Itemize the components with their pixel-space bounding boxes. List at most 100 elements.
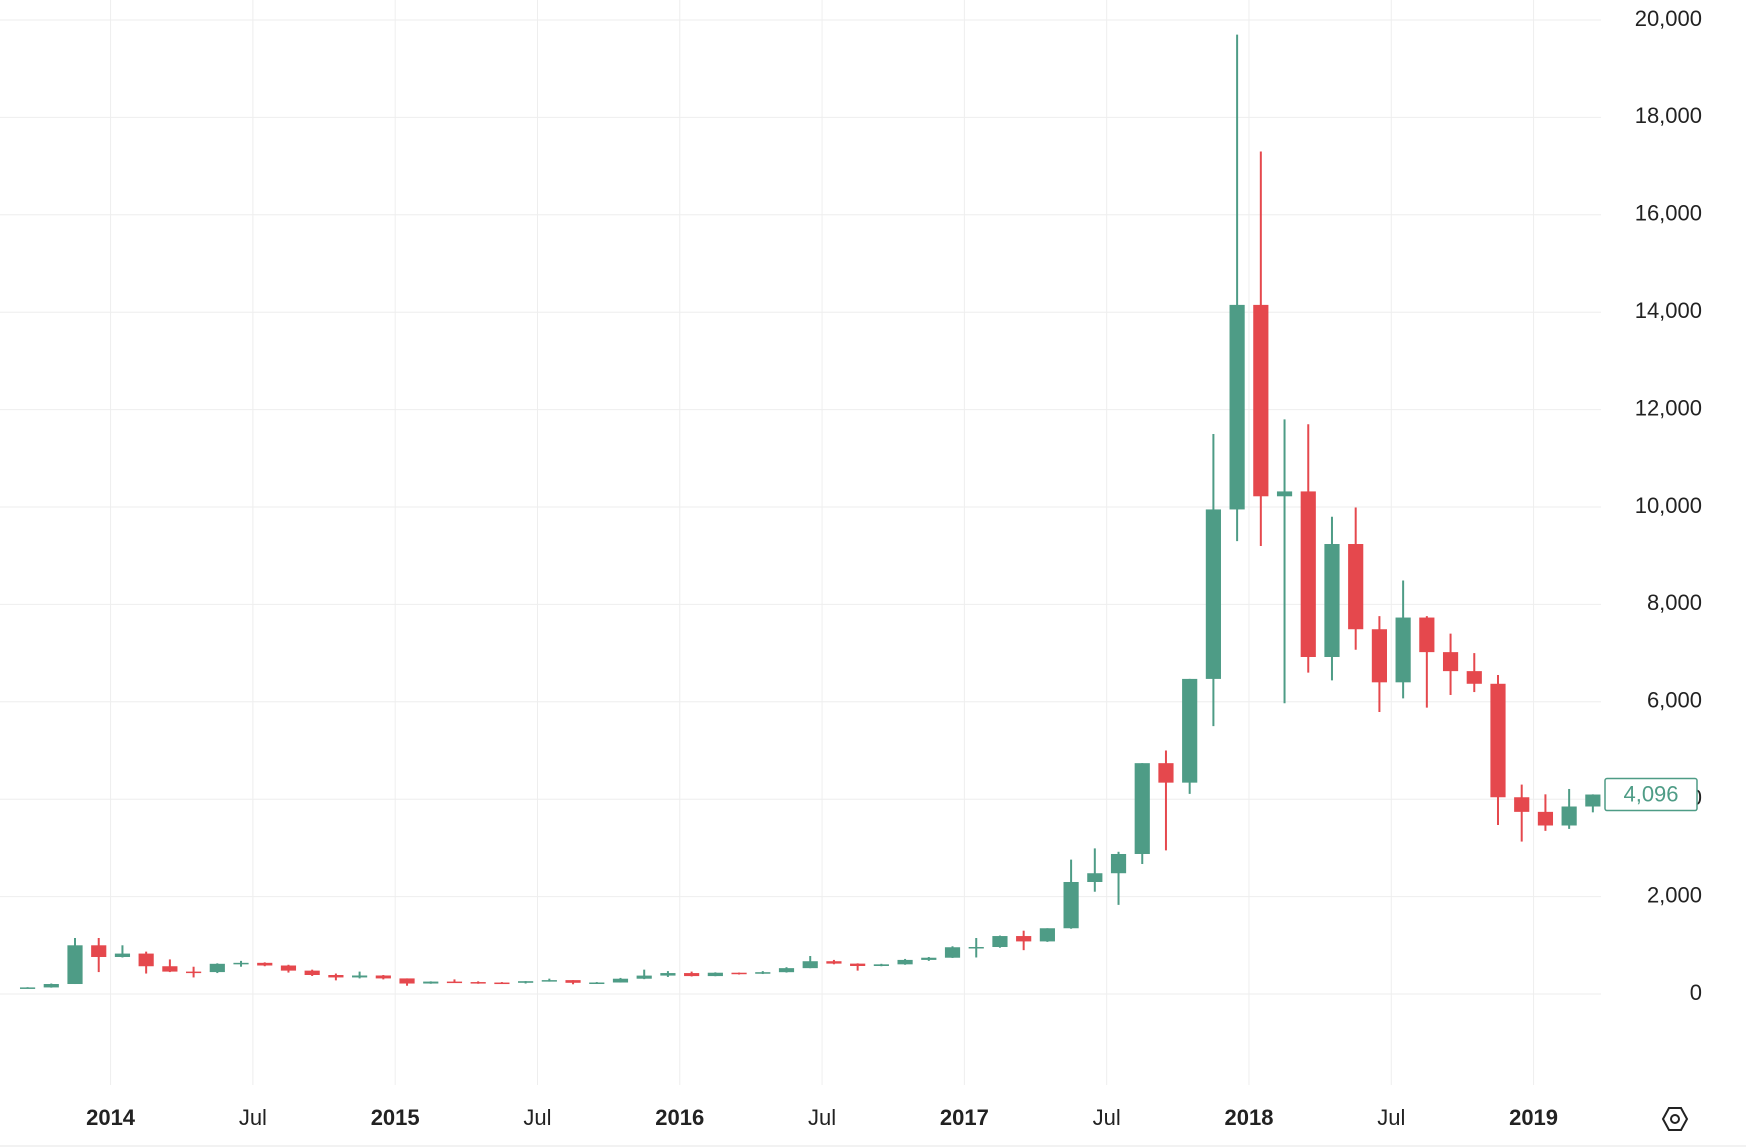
candle-body <box>446 981 463 984</box>
candle-body <box>186 971 202 974</box>
candle <box>778 967 795 973</box>
x-tick-label: Jul <box>808 1105 836 1130</box>
candle <box>1063 859 1079 929</box>
candle-body <box>1561 806 1577 826</box>
candle <box>1561 788 1577 829</box>
candle-body <box>257 962 273 966</box>
candle-body <box>541 980 557 982</box>
candle <box>1300 424 1316 673</box>
candle-body <box>968 947 984 949</box>
candle-body <box>1205 509 1221 679</box>
candle <box>1537 794 1554 831</box>
candle <box>589 982 605 985</box>
candle <box>1276 419 1293 704</box>
candle <box>921 956 937 961</box>
candle <box>968 937 984 958</box>
candle <box>707 972 723 977</box>
candle <box>897 958 913 965</box>
x-tick-label: Jul <box>1093 1105 1121 1130</box>
candle-body <box>826 961 842 964</box>
candle-body <box>399 978 415 984</box>
last-price-label: 4,096 <box>1623 781 1678 806</box>
candle <box>1419 616 1435 708</box>
candle-body <box>1158 763 1174 783</box>
candle-body <box>423 981 439 984</box>
candle-body <box>1087 873 1103 882</box>
candle <box>1253 151 1269 546</box>
candle-body <box>470 982 486 984</box>
candle-body <box>1134 763 1150 854</box>
settings-hexagon[interactable] <box>1661 1107 1689 1131</box>
candle <box>1110 851 1127 905</box>
candle <box>873 963 889 967</box>
candle-body <box>1466 671 1482 684</box>
candle <box>1514 784 1530 842</box>
candle <box>1039 928 1055 942</box>
candle-body <box>1395 617 1411 683</box>
candle <box>494 982 510 985</box>
candle <box>328 973 344 981</box>
candle <box>660 971 676 977</box>
candle-body <box>1253 304 1269 497</box>
candle <box>67 937 83 985</box>
candle-body <box>518 981 534 983</box>
candle-body <box>1063 881 1079 929</box>
candle <box>636 969 652 980</box>
candle <box>257 962 273 967</box>
candle-body <box>873 964 889 966</box>
candle-body <box>375 975 391 979</box>
candle-body <box>209 963 225 973</box>
settings-icon[interactable] <box>1661 1107 1689 1131</box>
y-tick-label: 8,000 <box>1647 590 1702 615</box>
candle <box>944 946 961 958</box>
candle <box>233 960 249 967</box>
x-tick-label: Jul <box>239 1105 267 1130</box>
candle-body <box>304 970 320 976</box>
x-tick-label: Jul <box>523 1105 551 1130</box>
candle-body <box>233 962 249 965</box>
candle-body <box>1229 304 1245 510</box>
x-tick-label: 2014 <box>86 1105 136 1130</box>
candle-body <box>1324 544 1340 657</box>
candle <box>612 977 629 983</box>
candle-body <box>944 947 961 958</box>
candle-body <box>19 987 36 989</box>
candle-body <box>494 982 510 985</box>
candle-body <box>1585 794 1601 807</box>
y-tick-label: 6,000 <box>1647 688 1702 713</box>
candle <box>304 969 320 976</box>
y-tick-label: 18,000 <box>1635 103 1702 128</box>
candle <box>186 966 202 978</box>
candle <box>1395 580 1411 699</box>
candle <box>423 981 439 984</box>
last-price-box <box>1604 777 1698 812</box>
candle-body <box>138 953 154 967</box>
y-tick-label: 14,000 <box>1635 298 1702 323</box>
candle-body <box>778 968 795 973</box>
candle-body <box>565 980 581 983</box>
candle <box>1229 34 1245 542</box>
settings-dot[interactable] <box>1670 1114 1680 1124</box>
candle-body <box>1039 928 1055 942</box>
candle-body <box>636 975 652 979</box>
candle <box>565 980 581 985</box>
candle-body <box>589 982 605 985</box>
candle <box>684 971 700 977</box>
y-tick-label: 16,000 <box>1635 201 1702 226</box>
candle-body <box>43 984 59 988</box>
candle <box>91 937 107 973</box>
candle-body <box>1537 811 1554 826</box>
candle <box>1016 930 1032 951</box>
candle <box>1182 678 1198 794</box>
candle-body <box>802 961 818 969</box>
candle-body <box>921 957 937 960</box>
y-tick-label: 0 <box>1690 980 1702 1005</box>
candle-body <box>280 965 297 971</box>
candle-body <box>707 972 723 977</box>
candle-body <box>1300 491 1316 657</box>
candle-body <box>992 936 1008 948</box>
candle-body <box>1371 629 1387 683</box>
candle-body <box>1419 617 1435 653</box>
